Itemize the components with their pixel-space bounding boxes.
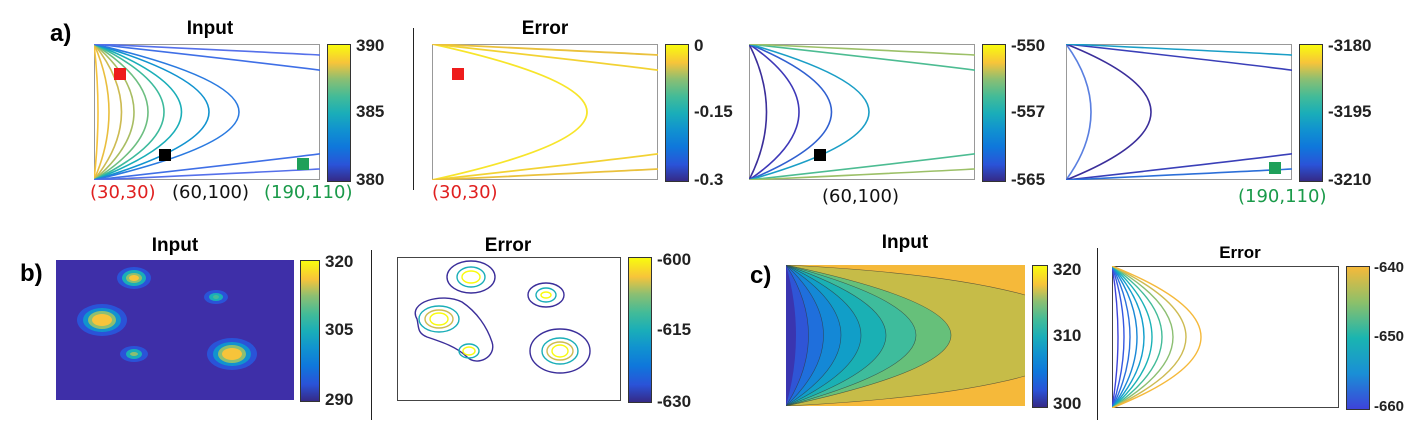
panel-c-input-colorbar [1032, 265, 1048, 408]
cbar-a3-mid: -557 [1011, 102, 1046, 121]
panel-c-input-title: Input [881, 232, 929, 253]
cbar-c2-mid: -650 [1374, 328, 1405, 345]
cbar-a1-mid: 385 [356, 102, 385, 121]
marker-green-error [1269, 162, 1281, 174]
panel-a-error3-plot [1066, 44, 1292, 180]
coord-black-a1: (60,100) [172, 182, 250, 203]
cbar-a3-bottom: -565 [1011, 170, 1046, 189]
panel-b-error-title: Error [484, 235, 532, 256]
coord-red-a1: (30,30) [90, 182, 156, 203]
cbar-c2-top: -640 [1374, 259, 1405, 276]
coord-black-a3: (60,100) [822, 186, 900, 207]
cbar-b1-mid: 305 [325, 320, 354, 339]
panel-c-error-title: Error [1219, 243, 1261, 262]
marker-red-error [452, 68, 464, 80]
cbar-a1-top: 390 [356, 36, 385, 55]
cbar-a4-mid: -3195 [1328, 102, 1372, 121]
panel-a-error2-colorbar [982, 44, 1006, 182]
cbar-c1-top: 320 [1053, 260, 1082, 279]
panel-a-input-colorbar [327, 44, 351, 182]
panel-a-label: a) [50, 20, 72, 47]
panel-a-input-plot [94, 44, 320, 180]
cbar-a3-top: -550 [1011, 36, 1046, 55]
panel-a-error-colorbar [665, 44, 689, 182]
cbar-a2-top: 0 [694, 36, 704, 55]
cbar-c2-bottom: -660 [1374, 398, 1405, 415]
marker-red [114, 68, 126, 80]
panel-c-error-colorbar [1346, 266, 1370, 410]
separator-c [1097, 248, 1098, 420]
coord-green-a4: (190,110) [1238, 186, 1327, 207]
cbar-b2-top: -600 [657, 250, 692, 269]
panel-b-input-plot [56, 260, 294, 400]
panel-a-error3-colorbar [1299, 44, 1323, 182]
cbar-a1-bottom: 380 [356, 170, 385, 189]
coord-red-a2: (30,30) [432, 182, 498, 203]
panel-c-error-plot [1112, 266, 1339, 408]
panel-c-label: c) [750, 262, 772, 289]
panel-b-input-title: Input [151, 235, 199, 256]
cbar-b2-bottom: -630 [657, 392, 692, 411]
panel-b-label: b) [20, 260, 43, 287]
panel-b-input-colorbar [300, 260, 320, 402]
marker-green [297, 158, 309, 170]
panel-c-input-plot [786, 265, 1025, 406]
cbar-b1-bottom: 290 [325, 390, 354, 409]
panel-b-error-plot [397, 257, 621, 401]
coord-green-a1: (190,110) [264, 182, 353, 203]
cbar-b2-mid: -615 [657, 320, 692, 339]
panel-a-error2-plot [749, 44, 975, 180]
cbar-b1-top: 320 [325, 252, 354, 271]
cbar-a4-top: -3180 [1328, 36, 1372, 55]
panel-a-input-title: Input [186, 18, 234, 39]
marker-black-error [814, 149, 826, 161]
cbar-a2-mid: -0.15 [694, 102, 733, 121]
cbar-a4-bottom: -3210 [1328, 170, 1372, 189]
panel-a-error-title: Error [521, 18, 569, 39]
cbar-c1-bottom: 300 [1053, 394, 1082, 413]
panel-b-error-colorbar [628, 257, 652, 403]
panel-a-error-plot [432, 44, 658, 180]
marker-black [159, 149, 171, 161]
cbar-c1-mid: 310 [1053, 326, 1082, 345]
cbar-a2-bottom: -0.3 [694, 170, 724, 189]
separator-a [413, 28, 414, 190]
separator-b [371, 250, 372, 420]
